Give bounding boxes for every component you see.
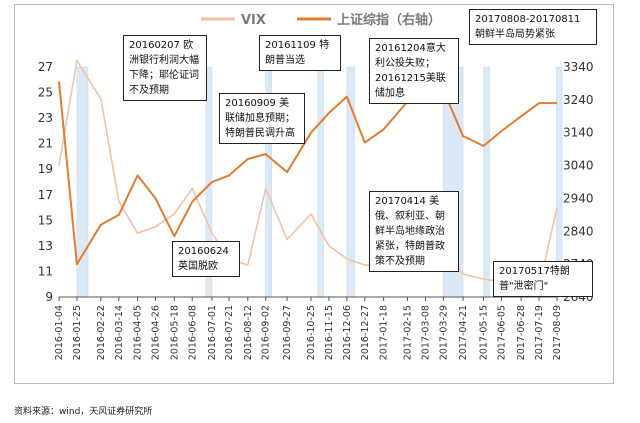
y-left-tick-label: 17	[38, 188, 53, 202]
y-left-tick-label: 11	[38, 264, 53, 278]
x-tick-label: 2017-03-29	[438, 305, 449, 360]
x-tick-label: 2016-11-15	[324, 305, 335, 360]
x-tick-label: 2016-03-14	[114, 305, 125, 360]
y-left-tick-label: 21	[38, 137, 53, 151]
x-tick-label: 2016-08-12	[243, 305, 254, 360]
x-tick-label: 2016-01-25	[72, 305, 83, 360]
y-left-tick-label: 19	[38, 162, 53, 176]
x-tick-label: 2017-02-15	[403, 305, 414, 360]
y-right-tick-label: 3340	[563, 60, 594, 74]
x-tick-label: 2016-04-26	[151, 305, 162, 360]
chart-frame: 9111315171921232527264027402840294030403…	[14, 4, 614, 384]
y-left-tick-label: 25	[38, 86, 53, 100]
x-tick-label: 2016-07-21	[224, 305, 235, 360]
x-tick-label: 2016-12-27	[360, 305, 371, 360]
annotation-20170517: 20170517特朗普"泄密门"	[493, 261, 593, 297]
series-lines	[58, 59, 558, 288]
annotation-20170414: 20170414 美俄、叙利亚、朝鲜半岛地缘政治紧张，特朗普政策不及预期	[369, 191, 459, 272]
y-left-tick-label: 27	[38, 60, 53, 74]
y-right-tick-label: 3240	[563, 93, 594, 107]
x-tick-label: 2017-01-18	[379, 305, 390, 360]
y-left-tick-label: 13	[38, 239, 53, 253]
x-tick-label: 2017-07-19	[534, 305, 545, 360]
event-band-7	[555, 66, 563, 298]
x-tick-label: 2016-05-18	[169, 305, 180, 360]
y-left-tick-label: 9	[45, 290, 53, 304]
x-tick-label: 2016-09-02	[261, 305, 272, 360]
legend-label-shanghai-index: 上证综指（右轴）	[337, 12, 441, 28]
x-tick-label: 2017-04-21	[458, 305, 469, 360]
annotation-20160207: 20160207 欧洲银行利润大幅下降；耶伦证词不及预期	[123, 35, 207, 101]
y-right-tick-label: 2940	[563, 191, 594, 205]
annotation-20161204: 20161204意大利公投失败；20161215美联储加息	[369, 38, 459, 104]
y-right-tick-label: 2840	[563, 224, 594, 238]
x-tick-label: 2017-06-28	[516, 305, 527, 360]
x-tick-label: 2016-09-27	[282, 305, 293, 360]
series-line-vix	[58, 59, 558, 288]
event-band-6	[483, 66, 490, 298]
x-tick-label: 2017-08-09	[552, 305, 563, 360]
x-tick-label: 2016-06-08	[187, 305, 198, 360]
x-tick-label: 2017-05-15	[479, 305, 490, 360]
series-line-shanghai-index	[58, 81, 557, 266]
y-left-tick-label: 15	[38, 213, 53, 227]
chart-legend: VIX 上证综指（右轴）	[201, 12, 441, 28]
x-tick-label: 2016-02-22	[96, 305, 107, 360]
chart-axes: 9111315171921232527264027402840294030403…	[38, 60, 594, 360]
source-note: 资料来源：wind，天风证券研究所	[14, 407, 153, 417]
annotation-20170808: 20170808-20170811 朝鲜半岛局势紧张	[469, 9, 597, 45]
x-tick-label: 2017-03-08	[420, 305, 431, 360]
y-right-tick-label: 3040	[563, 159, 594, 173]
annotation-20160909: 20160909 美联储加息预期；特朗普民调升高	[219, 93, 305, 144]
y-right-tick-label: 3140	[563, 126, 594, 140]
x-tick-label: 2017-06-05	[496, 305, 507, 360]
event-bands	[76, 66, 563, 298]
x-tick-label: 2016-10-25	[306, 305, 317, 360]
annotation-20160624: 20160624 英国脱欧	[172, 241, 240, 277]
x-tick-label: 2016-07-01	[207, 305, 218, 360]
annotation-20161109: 20161109 特朗普当选	[259, 35, 341, 71]
event-band-3	[317, 66, 325, 298]
x-tick-label: 2016-01-04	[54, 305, 65, 360]
x-tick-label: 2016-12-06	[342, 305, 353, 360]
y-left-tick-label: 23	[38, 111, 53, 125]
legend-label-vix: VIX	[241, 13, 266, 28]
x-tick-label: 2016-04-05	[133, 305, 144, 360]
chart-svg: 9111315171921232527264027402840294030403…	[38, 12, 594, 360]
